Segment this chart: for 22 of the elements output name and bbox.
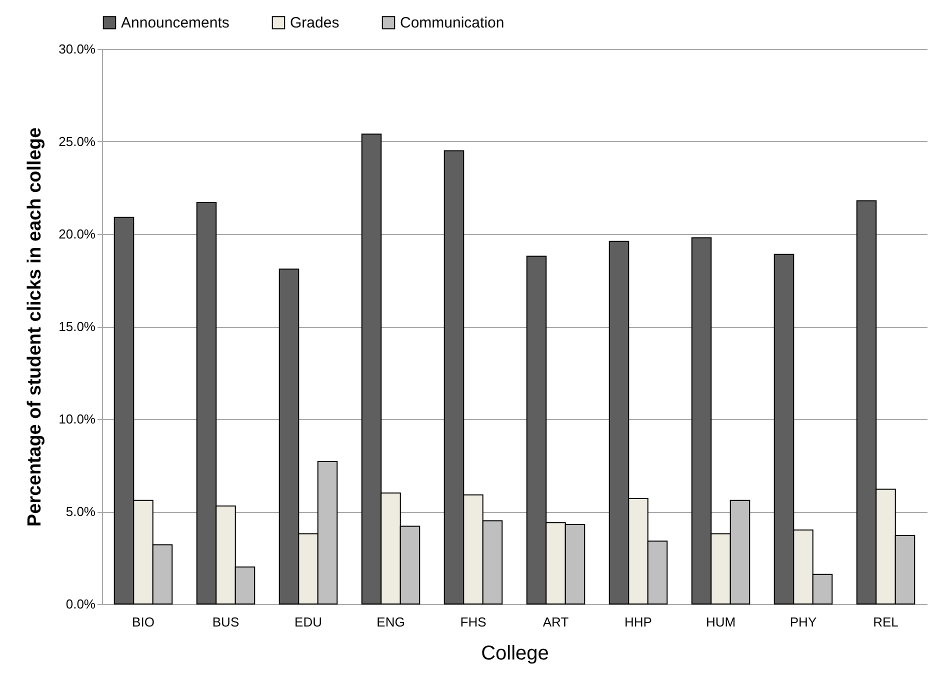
legend-label: Announcements bbox=[121, 14, 230, 32]
x-tick-label: PHY bbox=[790, 614, 817, 630]
x-tick-label: HUM bbox=[706, 614, 736, 630]
legend-label: Communication bbox=[400, 14, 504, 32]
x-tick-label: BUS bbox=[212, 614, 240, 630]
x-tick-label: REL bbox=[873, 614, 898, 630]
y-tick-label: 25.0% bbox=[58, 134, 96, 149]
y-tick-label: 10.0% bbox=[58, 412, 96, 426]
x-tick-label: HHP bbox=[624, 614, 652, 630]
x-tick-label: BIO bbox=[132, 614, 154, 630]
y-tick-label: 30.0% bbox=[58, 42, 96, 56]
x-tick-label: ENG bbox=[376, 614, 405, 630]
x-tick-label: FHS bbox=[460, 614, 487, 630]
y-tick-label: 15.0% bbox=[58, 319, 96, 334]
x-axis-title: College bbox=[481, 642, 549, 664]
legend-label: Grades bbox=[290, 14, 340, 32]
y-tick-label: 20.0% bbox=[58, 226, 96, 242]
y-axis-title: Percentage of student clicks in each college bbox=[24, 127, 46, 527]
x-tick-label: EDU bbox=[294, 614, 322, 630]
x-tick-label: ART bbox=[542, 614, 569, 630]
y-tick-label: 5.0% bbox=[66, 504, 96, 519]
y-tick-label: 0.0% bbox=[66, 596, 96, 612]
